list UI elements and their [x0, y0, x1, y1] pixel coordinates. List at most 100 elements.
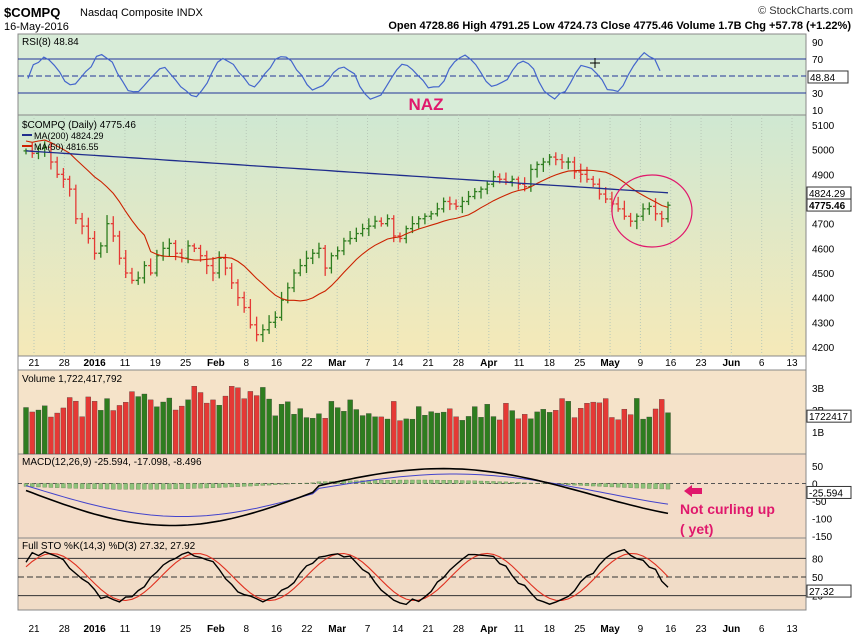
volume-bar	[565, 401, 571, 455]
volume-bar	[484, 404, 490, 455]
volume-bar	[391, 401, 397, 455]
rsi-tick: 70	[812, 55, 824, 66]
volume-bar	[79, 416, 85, 455]
volume-bar	[578, 408, 584, 455]
volume-bar	[515, 418, 522, 455]
macd-histogram-bar	[55, 483, 60, 488]
macd-histogram-bar	[129, 483, 135, 490]
volume-bar	[440, 411, 447, 455]
macd-histogram-bar	[416, 479, 421, 484]
x-tick-label-bottom: 16	[271, 624, 283, 635]
macd-histogram-bar	[86, 483, 91, 489]
sto-tick: 50	[812, 573, 824, 584]
x-tick-label: 11	[514, 358, 525, 369]
macd-histogram-bar	[497, 481, 502, 484]
macd-histogram-bar	[185, 483, 191, 489]
volume-bar	[497, 419, 503, 455]
macd-histogram-bar	[142, 483, 147, 490]
x-tick-label-bottom: 25	[574, 624, 586, 635]
price-panel-bg	[17, 114, 807, 357]
macd-histogram-bar	[379, 480, 384, 484]
chart-header: $COMPQ Nasdaq Composite INDX 16-May-2016…	[0, 0, 859, 34]
x-tick-label: 6	[759, 358, 765, 369]
volume-bar	[222, 395, 229, 455]
volume-bar	[197, 392, 204, 455]
volume-bar	[503, 403, 509, 455]
volume-bar	[559, 398, 565, 455]
x-tick-label: 2016	[84, 358, 107, 369]
macd-histogram-bar	[385, 480, 390, 484]
x-tick-label: 21	[423, 358, 435, 369]
volume-bar	[322, 418, 328, 455]
ohlc-readout: Open 4728.86 High 4791.25 Low 4724.73 Cl…	[388, 20, 851, 32]
x-tick-label: 11	[120, 358, 131, 369]
volume-bar	[665, 412, 671, 455]
macd-value-box	[806, 485, 852, 499]
x-tick-label-bottom: 18	[544, 624, 556, 635]
last-value-box	[806, 198, 852, 212]
volume-bar	[204, 402, 210, 455]
macd-histogram-bar	[466, 480, 471, 484]
sto-k-line	[25, 548, 669, 606]
volume-bar	[521, 414, 528, 455]
x-tick-label-bottom: 2016	[84, 624, 107, 635]
volume-bar	[247, 391, 254, 455]
macd-histogram-bar	[640, 483, 646, 489]
x-tick-label-bottom: 8	[243, 624, 249, 635]
sto-value: 27.32	[809, 587, 834, 598]
macd-histogram-bar	[510, 481, 515, 484]
x-tick-label-bottom: 28	[59, 624, 71, 635]
macd-histogram-bar	[217, 483, 222, 488]
price-tick: 4500	[812, 269, 835, 280]
volume-bar	[29, 411, 35, 455]
sto-panel-bg	[17, 537, 807, 611]
macd-histogram-bar	[566, 483, 571, 485]
ma200-legend: MA(200) 4824.29	[34, 131, 104, 141]
x-tick-label: May	[600, 358, 620, 369]
top-axis-strip	[17, 355, 807, 371]
volume-bar	[603, 398, 609, 455]
x-tick-label: 28	[59, 358, 71, 369]
volume-bar	[141, 393, 148, 455]
volume-bar	[110, 410, 116, 455]
volume-bar	[272, 415, 278, 455]
macd-histogram-bar	[647, 483, 652, 489]
volume-bar	[191, 386, 197, 455]
rsi-tick: 30	[812, 89, 824, 100]
x-tick-label: 7	[365, 358, 371, 369]
x-tick-label-bottom: 21	[28, 624, 40, 635]
volume-bar	[652, 408, 659, 455]
volume-bar	[160, 401, 166, 455]
volume-bar	[166, 397, 173, 455]
rsi-tick: 90	[812, 38, 824, 49]
macd-histogram-bar	[235, 483, 241, 487]
x-tick-label-bottom: 11	[514, 624, 525, 635]
volume-bar	[291, 413, 297, 455]
volume-bar	[129, 391, 135, 455]
volume-bar	[384, 418, 391, 455]
volume-tick: 1B	[812, 428, 825, 439]
macd-histogram-bar	[460, 480, 465, 484]
macd-histogram-bar	[503, 481, 509, 484]
macd-histogram-bar	[198, 483, 203, 489]
volume-bar	[646, 416, 652, 455]
volume-bar	[235, 387, 241, 455]
volume-bar	[478, 417, 484, 455]
volume-bar	[403, 418, 409, 455]
volume-bar	[172, 409, 179, 455]
macd-tick: 50	[812, 462, 824, 473]
macd-histogram-bar	[528, 482, 534, 484]
macd-histogram-bar	[173, 483, 178, 490]
macd-histogram-bar	[522, 482, 527, 484]
x-tick-label: 19	[150, 358, 162, 369]
macd-histogram-bar	[136, 483, 141, 490]
volume-bar	[185, 399, 191, 455]
x-tick-label: 8	[243, 358, 249, 369]
macd-histogram-bar	[248, 483, 253, 487]
price-tick: 4600	[812, 244, 835, 255]
x-tick-label: 23	[695, 358, 707, 369]
x-tick-label-bottom: May	[600, 624, 620, 635]
volume-bar	[123, 402, 129, 455]
ma200-value: 4824.29	[809, 189, 846, 200]
macd-histogram-bar	[204, 483, 209, 489]
